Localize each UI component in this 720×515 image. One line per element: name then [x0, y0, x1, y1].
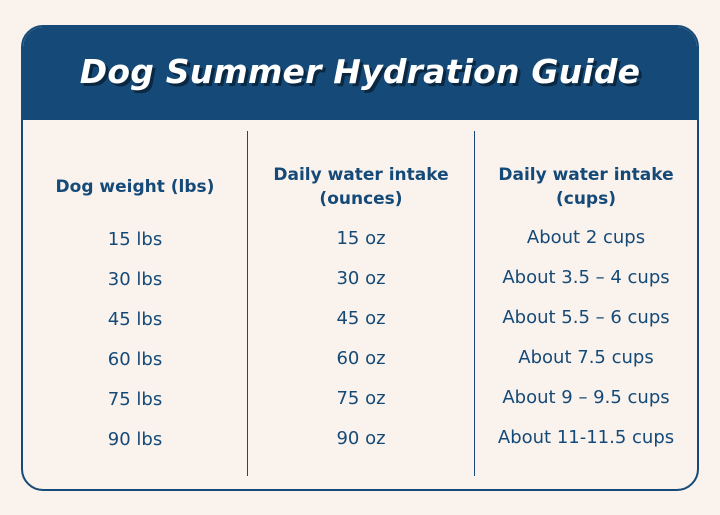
- column-divider-2: [474, 131, 475, 476]
- table-cell-cups: About 5.5 – 6 cups: [502, 307, 670, 328]
- weight-column-header: Dog weight (lbs): [55, 177, 215, 197]
- table-cell-ounces: 45 oz: [336, 308, 386, 329]
- ounces-column-header: Daily water intake (ounces): [248, 163, 474, 211]
- table-cell-weight: 15 lbs: [107, 229, 163, 250]
- table-cell-ounces: 60 oz: [336, 348, 386, 369]
- cups-header-line-2: (cups): [555, 189, 616, 209]
- ounces-header-line-2: (ounces): [319, 189, 403, 209]
- table-cell-cups: About 2 cups: [526, 227, 646, 248]
- table-cell-ounces: 15 oz: [336, 228, 386, 249]
- table-cell-weight: 75 lbs: [107, 389, 163, 410]
- header-banner: Dog Summer Hydration Guide: [23, 27, 697, 120]
- cups-column-header: Daily water intake (cups): [475, 163, 697, 211]
- table-cell-cups: About 3.5 – 4 cups: [502, 267, 670, 288]
- cups-header-line-1: Daily water intake: [498, 165, 674, 185]
- ounces-header-line-1: Daily water intake: [273, 165, 449, 185]
- table-cell-weight: 90 lbs: [107, 429, 163, 450]
- table-cell-cups: About 9 – 9.5 cups: [502, 387, 670, 408]
- column-divider-1: [247, 131, 248, 476]
- table-cell-ounces: 75 oz: [336, 388, 386, 409]
- table-cell-cups: About 7.5 cups: [518, 347, 654, 368]
- table-cell-weight: 60 lbs: [107, 349, 163, 370]
- table-cell-ounces: 30 oz: [336, 268, 386, 289]
- table-cell-cups: About 11-11.5 cups: [497, 427, 675, 448]
- table-cell-weight: 45 lbs: [107, 309, 163, 330]
- table-cell-weight: 30 lbs: [107, 269, 163, 290]
- page-title: Dog Summer Hydration Guide: [79, 52, 641, 91]
- table-cell-ounces: 90 oz: [336, 428, 386, 449]
- hydration-guide-card: Dog Summer Hydration Guide Dog weight (l…: [21, 25, 699, 491]
